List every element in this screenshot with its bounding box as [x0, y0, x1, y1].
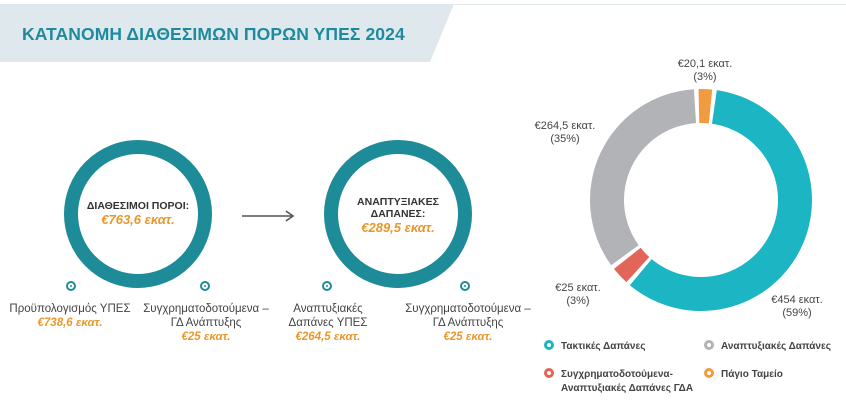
development-label-line1: ΑΝΑΠΤΥΞΙΑΚΕΣ	[357, 196, 439, 208]
development-spending-value: €289,5 εκατ.	[361, 220, 435, 235]
pin-marker	[66, 281, 76, 291]
development-spending-center: ΑΝΑΠΤΥΞΙΑΚΕΣ ΔΑΠΑΝΕΣ: €289,5 εκατ.	[330, 196, 466, 236]
available-resources-value: €763,6 εκατ.	[101, 212, 175, 227]
ypes-development-label-line2: Δαπάνες ΥΠΕΣ	[288, 317, 368, 329]
page-title: ΚΑΤΑΝΟΜΗ ΔΙΑΘΕΣΙΜΩΝ ΠΟΡΩΝ ΥΠΕΣ 2024	[22, 24, 405, 44]
available-resources-center: ΔΙΑΘΕΣΙΜΟΙ ΠΟΡΟΙ: €763,6 εκατ.	[70, 200, 206, 228]
slice-label-value: €20,1 εκατ.	[677, 58, 733, 70]
legend-dot-icon	[704, 340, 714, 350]
pin-marker	[200, 281, 210, 291]
cofunded-value: €25 εκατ.	[181, 331, 231, 343]
slice-label-regular: €454 εκατ. (59%)	[752, 294, 842, 320]
slice-label-value: €25 εκατ.	[555, 282, 601, 294]
slice-label-value: €454 εκατ.	[771, 294, 823, 306]
cofunded-right-label-line1: Συγχρηματοδοτούμενα –	[405, 303, 531, 315]
slice-label-percent: (35%)	[550, 133, 580, 145]
legend-dot-icon	[704, 368, 714, 378]
cofunded-right-label-line2: ΓΔ Ανάπτυξης	[432, 317, 504, 329]
budget-breakdown: Προϋπολογισμός ΥΠΕΣ €738,6 εκατ.	[0, 302, 140, 330]
slice-label-fixed-fund: €20,1 εκατ. (3%)	[660, 58, 750, 84]
cofunded-breakdown-left: Συγχρηματοδοτούμενα – ΓΔ Ανάπτυξης €25 ε…	[140, 302, 272, 344]
budget-label: Προϋπολογισμός ΥΠΕΣ	[9, 303, 131, 315]
legend-item-regular: Τακτικές Δαπάνες	[544, 340, 645, 354]
legend-label: Αναπτυξιακές Δαπάνες	[721, 341, 831, 352]
slice-fixed-fund	[698, 89, 713, 124]
slice-cofunded	[613, 247, 650, 283]
title-banner: ΚΑΤΑΝΟΜΗ ΔΙΑΘΕΣΙΜΩΝ ΠΟΡΩΝ ΥΠΕΣ 2024	[0, 0, 846, 62]
slice-label-development: €264,5 εκατ. (35%)	[520, 120, 610, 146]
legend-item-development: Αναπτυξιακές Δαπάνες	[704, 340, 831, 354]
ypes-development-label-line1: Αναπτυξιακές	[293, 303, 363, 315]
development-label-line2: ΔΑΠΑΝΕΣ:	[370, 208, 426, 220]
slice-regular-expenses	[629, 90, 812, 311]
cofunded-label-line2: ΓΔ Ανάπτυξης	[170, 317, 242, 329]
ypes-development-breakdown: Αναπτυξιακές Δαπάνες ΥΠΕΣ €264,5 εκατ.	[270, 302, 386, 344]
legend-label: Πάγιο Ταμείο	[721, 369, 783, 380]
slice-label-percent: (3%)	[693, 71, 717, 83]
cofunded-breakdown-right: Συγχρηματοδοτούμενα – ΓΔ Ανάπτυξης €25 ε…	[398, 302, 538, 344]
legend-dot-icon	[544, 368, 554, 378]
legend-label: Τακτικές Δαπάνες	[561, 341, 646, 352]
banner-shape	[0, 4, 846, 62]
legend-item-cofunded: Συγχρηματοδοτούμενα- Αναπτυξιακές Δαπάνε…	[544, 368, 693, 396]
budget-value: €738,6 εκατ.	[37, 317, 103, 329]
arrow-right-icon	[242, 210, 295, 222]
slice-label-value: €264,5 εκατ.	[534, 120, 596, 132]
legend-dot-icon	[544, 340, 554, 350]
legend-item-fixed-fund: Πάγιο Ταμείο	[704, 368, 783, 382]
legend-label: Συγχρηματοδοτούμενα- Αναπτυξιακές Δαπάνε…	[561, 368, 693, 396]
slice-label-percent: (3%)	[566, 295, 590, 307]
legend-label-line2: Αναπτυξιακές Δαπάνες ΓΔΑ	[561, 383, 694, 394]
pin-marker	[322, 281, 332, 291]
legend-label-line1: Συγχρηματοδοτούμενα-	[561, 369, 673, 380]
available-resources-label: ΔΙΑΘΕΣΙΜΟΙ ΠΟΡΟΙ:	[86, 200, 190, 212]
cofunded-label-line1: Συγχρηματοδοτούμενα –	[143, 303, 269, 315]
slice-label-cofunded: €25 εκατ. (3%)	[538, 282, 618, 308]
slice-label-percent: (59%)	[782, 307, 812, 319]
slice-development	[590, 89, 697, 266]
pin-marker	[460, 281, 470, 291]
ypes-development-value: €264,5 εκατ.	[295, 331, 361, 343]
cofunded-right-value: €25 εκατ.	[443, 331, 493, 343]
